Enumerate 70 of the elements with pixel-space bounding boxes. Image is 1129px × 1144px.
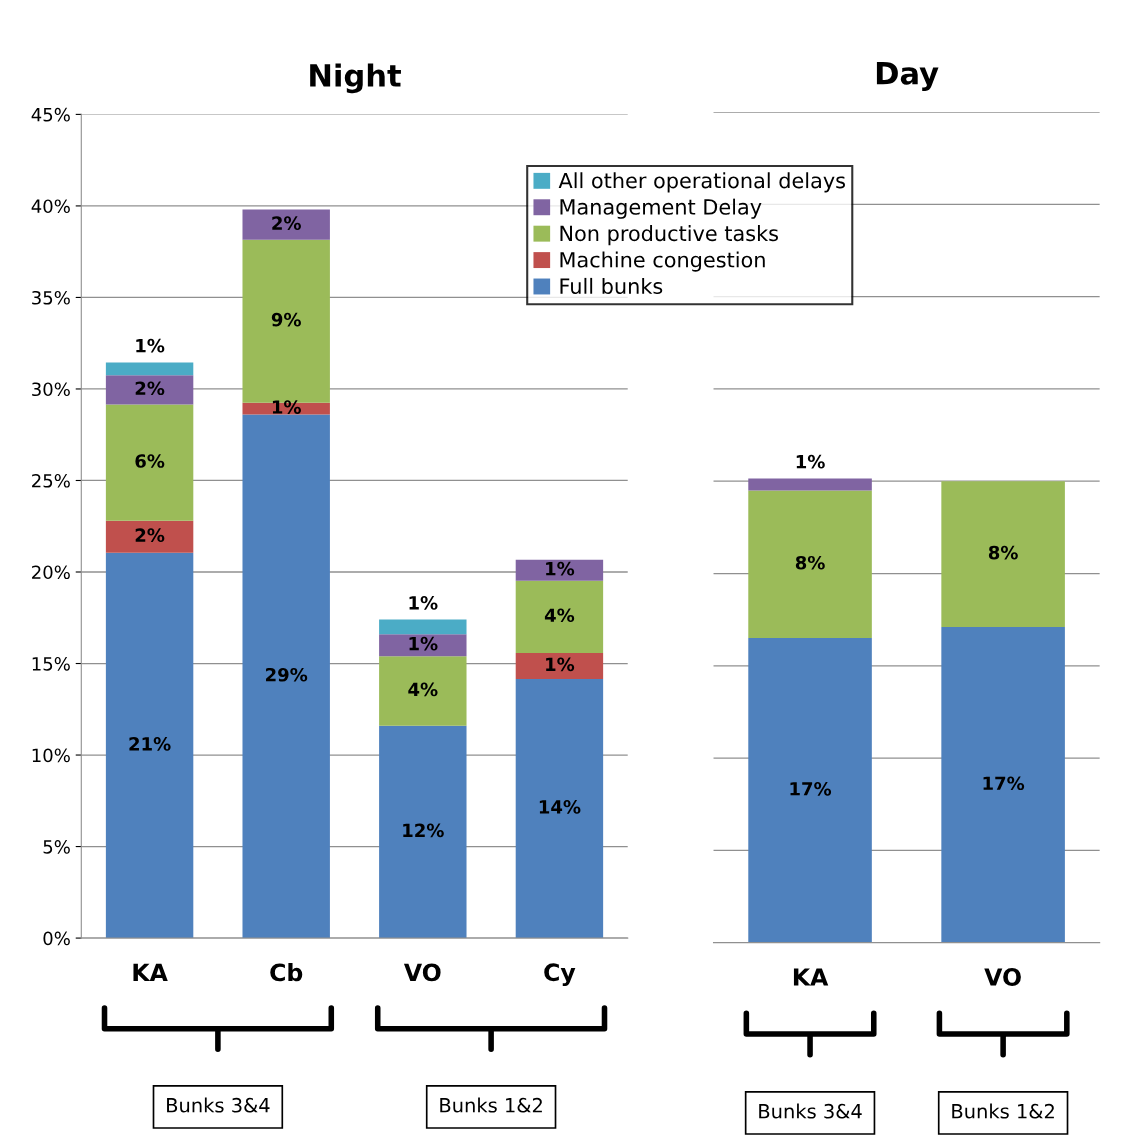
chart-title: Night	[310, 63, 401, 94]
data-label: 4%	[544, 608, 575, 623]
bar	[941, 481, 1065, 628]
y-tick-label: 10%	[32, 748, 70, 763]
data-label: 1%	[136, 338, 165, 353]
data-label: 29%	[266, 667, 308, 682]
y-tick-label: 35%	[32, 290, 70, 305]
data-label: 1%	[546, 561, 575, 576]
data-label: 1%	[796, 454, 825, 469]
legend-label: All other operational delays	[558, 172, 846, 193]
x-tick-label: KA	[793, 968, 829, 986]
x-tick-label: Cb	[270, 963, 303, 982]
y-tick-label: 40%	[31, 199, 70, 214]
bar	[105, 362, 194, 376]
data-label: 2%	[272, 216, 301, 230]
legend-label: Full bunks	[560, 277, 663, 295]
data-label: 17%	[983, 776, 1025, 791]
data-label: 17%	[790, 781, 832, 796]
data-label: 2%	[135, 528, 165, 542]
bar	[748, 478, 872, 491]
bar	[515, 652, 604, 679]
chart-title: Day	[876, 62, 939, 91]
x-tick-label: VO	[403, 963, 441, 982]
bar	[105, 552, 194, 939]
data-label: 1%	[409, 596, 438, 610]
data-label: 1%	[546, 657, 575, 672]
text: Bunks 1&2	[440, 1097, 542, 1113]
y-tick-label: 5%	[43, 840, 70, 854]
bar	[105, 520, 194, 553]
bar	[515, 580, 604, 653]
data-label: 14%	[539, 800, 581, 814]
y-tick-label: 20%	[32, 565, 70, 580]
bar	[242, 414, 330, 939]
y-tick-label: 25%	[32, 473, 70, 488]
bar	[748, 638, 872, 943]
y-tick-label: 45%	[31, 107, 70, 122]
bar	[515, 678, 604, 939]
bar	[242, 209, 330, 240]
legend-label: Non productive tasks	[560, 225, 778, 246]
y-tick-label: 0%	[43, 931, 70, 946]
bar	[105, 404, 194, 521]
y-tick-label: 15%	[32, 656, 70, 671]
text: Bunks 1&2	[952, 1103, 1054, 1119]
data-label: 4%	[408, 682, 438, 697]
bar	[941, 627, 1065, 943]
bar	[379, 656, 467, 726]
bar	[515, 559, 604, 581]
x-tick-label: VO	[984, 968, 1021, 986]
text: Bunks 3&4	[167, 1097, 270, 1113]
bar	[105, 375, 194, 405]
data-label: 8%	[795, 555, 825, 570]
bar	[379, 634, 467, 657]
data-label: 9%	[271, 312, 301, 327]
bar	[748, 490, 872, 639]
bar	[379, 725, 467, 939]
data-label: 8%	[988, 545, 1018, 560]
data-label: 2%	[135, 381, 165, 396]
data-label: 1%	[272, 400, 301, 414]
data-label: 21%	[129, 737, 171, 751]
legend-label: Management Delay	[560, 198, 762, 219]
bar	[242, 402, 330, 415]
legend-label: Machine congestion	[560, 251, 765, 272]
x-tick-label: KA	[133, 963, 168, 982]
data-label: 12%	[403, 823, 444, 838]
data-label: 1%	[409, 636, 438, 651]
data-label: 6%	[135, 454, 165, 468]
x-tick-label: Cy	[544, 963, 576, 986]
text: Bunks 3&4	[759, 1103, 862, 1119]
bar	[379, 619, 467, 635]
y-tick-label: 30%	[32, 382, 70, 397]
